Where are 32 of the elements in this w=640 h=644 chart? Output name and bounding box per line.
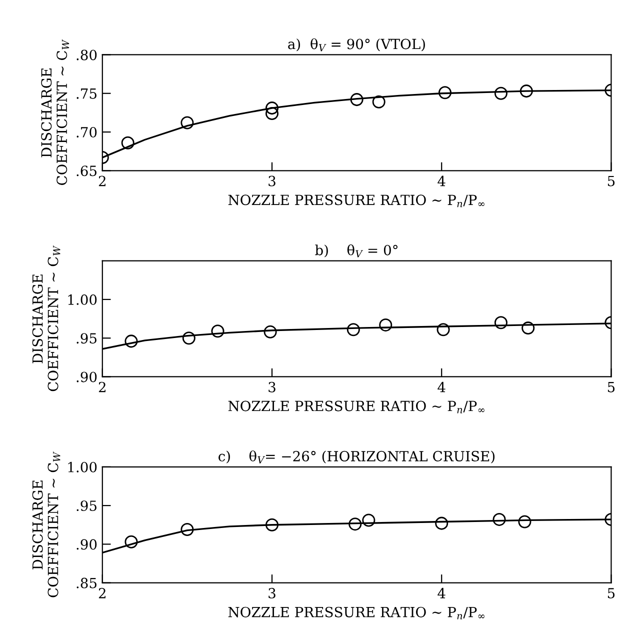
- x-tick-label: 4: [438, 588, 446, 598]
- x-tick-label: 5: [608, 588, 615, 598]
- x-axis-title: NOZZLE PRESSURE RATIO ~ P$_{n}$/P$_{∞}$: [228, 400, 484, 414]
- x-tick-label: 2: [98, 176, 106, 186]
- y-tick-label: 1.00: [68, 294, 97, 305]
- y-tick-label: .95: [76, 500, 96, 512]
- y-axis-title: DISCHARGE COEFFICIENT ~ C$_{W}$: [32, 452, 60, 598]
- chart-title: a) θ$_{V}$ = 90° (VTOL): [288, 38, 425, 52]
- x-tick-label: 2: [98, 588, 106, 598]
- chart-title: b) θ$_{V}$ = 0°: [315, 244, 398, 258]
- y-tick-label: .90: [76, 372, 97, 382]
- y-axis-title: DISCHARGE COEFFICIENT ~ C$_{W}$: [32, 245, 60, 392]
- x-tick-label: 3: [268, 382, 276, 392]
- y-tick-label: .95: [76, 333, 96, 344]
- y-tick-label: .65: [76, 166, 96, 176]
- x-axis-title: NOZZLE PRESSURE RATIO ~ P$_{n}$/P$_{∞}$: [228, 194, 484, 208]
- y-tick-label: .75: [76, 88, 96, 99]
- x-tick-label: 2: [98, 382, 106, 392]
- y-tick-label: .90: [76, 539, 97, 550]
- x-tick-label: 4: [438, 176, 446, 186]
- x-tick-label: 5: [608, 176, 615, 186]
- x-tick-label: 4: [438, 382, 446, 392]
- x-tick-label: 5: [608, 382, 615, 392]
- x-tick-label: 3: [268, 176, 276, 186]
- y-axis-title: DISCHARGE COEFFICIENT ~ C$_{W}$: [41, 39, 70, 186]
- chart-title: c) θ$_{V}$= −26° (HORIZONTAL CRUISE): [218, 450, 495, 464]
- y-tick-label: .80: [76, 50, 97, 60]
- x-tick-label: 3: [268, 588, 276, 598]
- y-tick-label: .70: [76, 126, 97, 138]
- y-tick-label: 1.00: [68, 462, 97, 472]
- y-tick-label: .85: [76, 578, 96, 588]
- x-axis-title: NOZZLE PRESSURE RATIO ~ P$_{n}$/P$_{∞}$: [228, 606, 484, 620]
